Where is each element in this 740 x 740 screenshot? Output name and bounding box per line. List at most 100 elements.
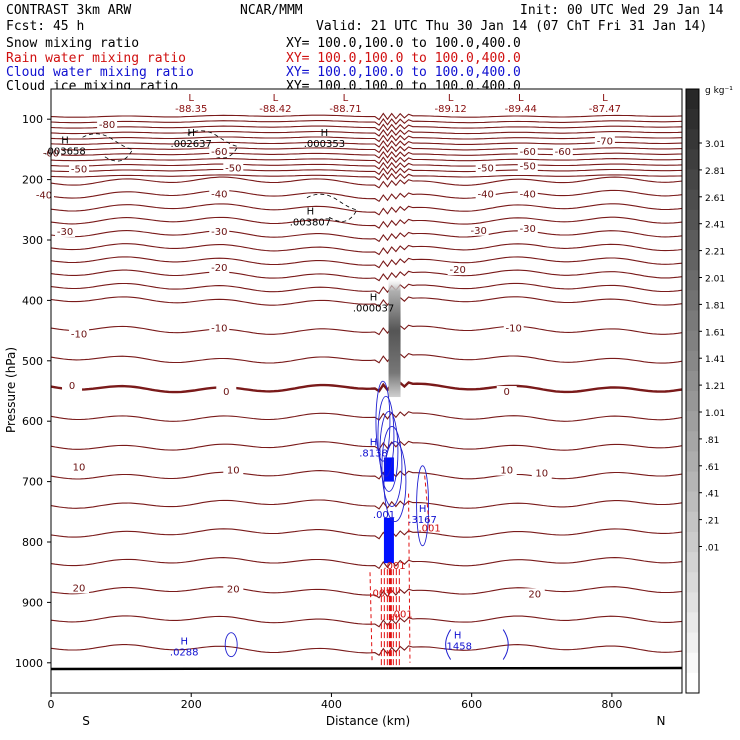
colorbar-tick-label: 1.61 [705, 328, 725, 338]
forecast-hour: Fcst: 45 h [6, 19, 85, 34]
colorbar-step [686, 552, 699, 573]
contour-label: 0 [223, 387, 229, 398]
contour-label-bg [223, 162, 244, 174]
contour-label-bg [475, 162, 496, 174]
rain-contour [424, 475, 431, 530]
isotherm-line [50, 411, 683, 422]
isotherm-line [50, 243, 683, 256]
colorbar: 3.01 2.81 2.61 2.41 2.21 2.01 1.81 1.61 1.41 1.21… [685, 88, 725, 694]
maximum-value: .002637 [171, 139, 212, 150]
contour-label: 20 [227, 585, 240, 596]
colorbar-step [686, 572, 699, 593]
hydrometeor-fields [224, 276, 509, 666]
valid-time: Valid: 21 UTC Thu 30 Jan 14 (07 ChT Fri … [316, 19, 708, 34]
isotherm-line [50, 161, 683, 170]
contour-label: -10 [506, 324, 522, 335]
colorbar-step [686, 672, 699, 694]
field-label: .001 [373, 510, 395, 521]
minimum-marker: L [518, 93, 524, 104]
x-tick-label: 600 [461, 698, 482, 711]
minimum-value: -88.42 [259, 104, 291, 115]
direction-north: N [657, 714, 666, 728]
contour-label-bg [209, 188, 230, 200]
contour-label: -30 [520, 224, 536, 235]
cloud-water-contour [445, 629, 509, 660]
colorbar-tick-label: 2.01 [705, 275, 725, 285]
maximum-marker: H [321, 128, 329, 139]
colorbar-step [686, 652, 699, 674]
contour-label: -40 [520, 190, 536, 201]
contour-label-bg [517, 222, 538, 234]
cloud-water-contour [377, 395, 395, 477]
cloud-water-contour [224, 632, 238, 658]
contour-label: -60 [520, 147, 536, 158]
maximum-value: .003658 [44, 146, 85, 157]
colorbar-step [686, 592, 699, 613]
isotherm-line [50, 112, 683, 121]
minimum-marker: L [448, 93, 454, 104]
isotherm-line [50, 172, 683, 181]
y-tick-label: 300 [22, 234, 43, 247]
field-label: .001 [369, 588, 391, 599]
contour-label: -70 [597, 136, 613, 147]
maximum-marker: H [419, 504, 427, 515]
contour-label-bg [524, 588, 545, 600]
maximum-value: .3167 [408, 515, 437, 526]
isotherm-line [50, 176, 683, 189]
cloud-water-contour [383, 441, 407, 523]
colorbar-tick-label: 1.41 [705, 355, 725, 365]
maximum-marker: H [180, 637, 188, 648]
rain-contour [408, 493, 411, 663]
contour-label-bg [55, 225, 76, 237]
isotherm-line [50, 150, 683, 159]
isotherm-line [50, 145, 683, 154]
colorbar-tick-label: 2.41 [705, 221, 725, 231]
contour-label-bg [468, 224, 489, 236]
isotherm-line [50, 557, 683, 570]
colorbar-tick-label: .81 [705, 436, 719, 446]
contour-label-bg [517, 188, 538, 200]
maximum-marker: H [454, 631, 462, 642]
contour-label-bg [496, 386, 517, 398]
contour-label: -50 [520, 162, 536, 173]
colorbar-step [686, 370, 699, 392]
direction-south: S [82, 714, 90, 728]
cloud-water-core [383, 457, 394, 482]
cloud-water-contour [379, 410, 399, 492]
contour-label-bg [69, 328, 90, 340]
contour-label-bg [209, 322, 230, 334]
contour-label: 10 [500, 466, 513, 477]
colorbar-step [686, 391, 699, 412]
isotherm-line [50, 189, 683, 203]
temperature-contours [50, 112, 683, 656]
colorbar-tick-label: 2.21 [705, 248, 725, 258]
colorbar-step [686, 169, 699, 191]
colorbar-tick-label: 3.01 [705, 140, 725, 150]
cloud-water-contour [375, 380, 391, 462]
cloud-ice-contour [82, 133, 134, 162]
y-tick-label: 200 [22, 174, 43, 187]
contour-label: 20 [528, 589, 541, 600]
minimum-value: -87.47 [589, 104, 621, 115]
contour-label-bg [531, 467, 552, 479]
contour-label-bg [69, 582, 90, 594]
colorbar-tick-label: 1.21 [705, 382, 725, 392]
x-axis-label: Distance (km) [326, 714, 410, 728]
contour-label: -30 [471, 226, 487, 237]
minimum-value: -88.35 [175, 104, 207, 115]
isotherm-line [50, 203, 683, 216]
y-axis-label: Pressure (hPa) [4, 347, 18, 433]
minimum-value: -88.71 [329, 104, 361, 115]
isotherm-line [50, 528, 683, 540]
y-tick-label: 500 [22, 355, 43, 368]
layer-name-cloud-water: Cloud water mixing ratio [6, 65, 194, 80]
y-tick-label: 600 [22, 415, 43, 428]
cloud-ice-contour [187, 130, 239, 159]
contour-label-bg [216, 386, 237, 398]
contour-label-bg [62, 379, 83, 391]
cloud-water-contour [416, 465, 430, 547]
y-tick-label: 900 [22, 596, 43, 609]
colorbar-step [686, 189, 699, 211]
isotherm-line [50, 644, 683, 656]
